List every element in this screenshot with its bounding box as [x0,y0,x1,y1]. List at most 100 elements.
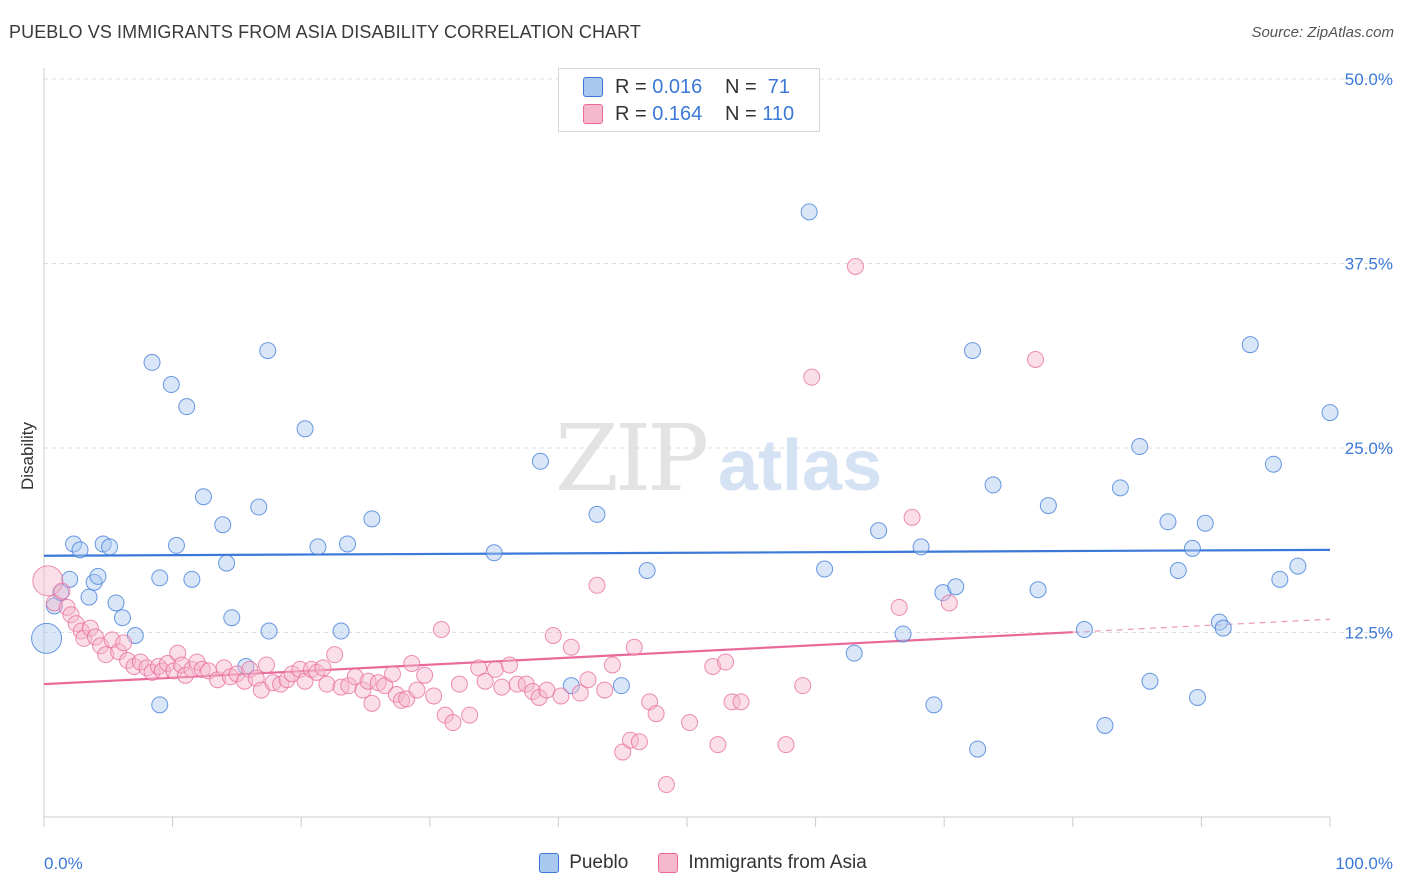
pueblo-point [1241,336,1259,354]
pueblo-point [800,203,818,221]
pueblo-point [912,538,930,556]
immigrants-point [416,666,434,684]
pueblo-point [925,696,943,714]
pueblo-point [332,622,350,640]
legend-r-label: R = [615,102,653,125]
immigrants-point [193,660,211,678]
immigrants-point [846,257,864,275]
immigrants-point [403,654,421,672]
immigrants-point [62,606,80,624]
legend-label-immigrants: Immigrants from Asia [688,852,867,873]
y-tick-label: 37.5% [1345,255,1393,274]
immigrants-point [476,672,494,690]
immigrants-point [110,643,128,661]
chart-title: PUEBLO VS IMMIGRANTS FROM ASIA DISABILIT… [9,22,642,42]
immigrants-point [376,677,394,695]
data-points [31,203,1339,794]
pueblo-point [1096,716,1114,734]
y-axis-label: Disability [18,421,37,491]
pueblo-point [71,541,89,559]
immigrants-swatch-icon [583,104,603,124]
immigrants-point [647,705,665,723]
pueblo-point [1289,557,1307,575]
immigrants-point [940,594,958,612]
immigrants-point [501,656,519,674]
source-label: Source: ZipAtlas.com [1251,24,1394,41]
pueblo-point [296,420,314,438]
pueblo-point [1264,455,1282,473]
legend-n-value: 71 [762,75,791,98]
pueblo-swatch-icon [583,77,603,97]
immigrants-point [630,733,648,751]
pueblo-point [65,535,83,553]
x-tick-label: 100.0% [1335,854,1393,873]
legend-n-label: N = [725,75,763,98]
y-tick-label: 12.5% [1345,624,1393,643]
legend-r-label: R = [615,75,653,98]
pueblo-point [1159,513,1177,531]
immigrants-point [97,646,115,664]
pueblo-point [143,353,161,371]
pueblo-point [870,522,888,540]
pueblo-point [260,622,278,640]
pueblo-point [61,570,79,588]
immigrants-point [408,681,426,699]
immigrants-point [346,668,364,686]
pueblo-trend-line [43,548,1331,557]
pueblo-point [259,342,277,360]
immigrants-point [314,659,332,677]
immigrants-point [119,652,137,670]
immigrants-point [614,743,632,761]
pueblo-point [531,452,549,470]
pueblo-point [178,398,196,416]
immigrants-point [450,675,468,693]
y-tick-label: 25.0% [1345,439,1393,458]
pueblo-point [485,544,503,562]
pueblo-point [309,538,327,556]
pueblo-point [588,505,606,523]
immigrants-point [544,626,562,644]
pueblo-point [80,588,98,606]
immigrants-point [732,693,750,711]
y-tick-label: 50.0% [1345,70,1393,89]
pueblo-point [183,570,201,588]
legend-item-pueblo: Pueblo [539,852,628,874]
pueblo-point [1271,570,1289,588]
pueblo-point [1214,619,1232,637]
immigrants-point [723,693,741,711]
pueblo-point [947,578,965,596]
pueblo-point [638,562,656,580]
immigrants-point [486,660,504,678]
immigrants-point [704,657,722,675]
immigrants-point [508,675,526,693]
immigrants-point [318,675,336,693]
immigrants-point [596,681,614,699]
immigrants-point [903,508,921,526]
pueblo-point [963,342,981,360]
watermark-atlas: atlas [718,426,883,506]
immigrants-point [890,598,908,616]
immigrants-point [326,646,344,664]
pueblo-point [223,609,241,627]
immigrants-point [461,706,479,724]
pueblo-point [1183,539,1201,557]
immigrants-point [794,677,812,695]
pueblo-point [845,644,863,662]
pueblo-point [89,567,107,585]
pueblo-point [151,569,169,587]
immigrants-point [86,628,104,646]
immigrants-point [241,660,259,678]
legend-r-value: 0.016 [652,75,703,98]
pueblo-point [1141,672,1159,690]
pueblo-point [816,560,834,578]
axes [43,68,1331,827]
pueblo-point [107,594,125,612]
legend-n-label: N = [725,102,763,125]
pueblo-point [894,625,912,643]
pueblo-point [1039,497,1057,515]
immigrants-point [115,634,133,652]
immigrants-swatch-icon [658,853,679,873]
watermark-zip: ZIP [555,405,709,512]
immigrants-point [603,656,621,674]
pueblo-point [363,510,381,528]
